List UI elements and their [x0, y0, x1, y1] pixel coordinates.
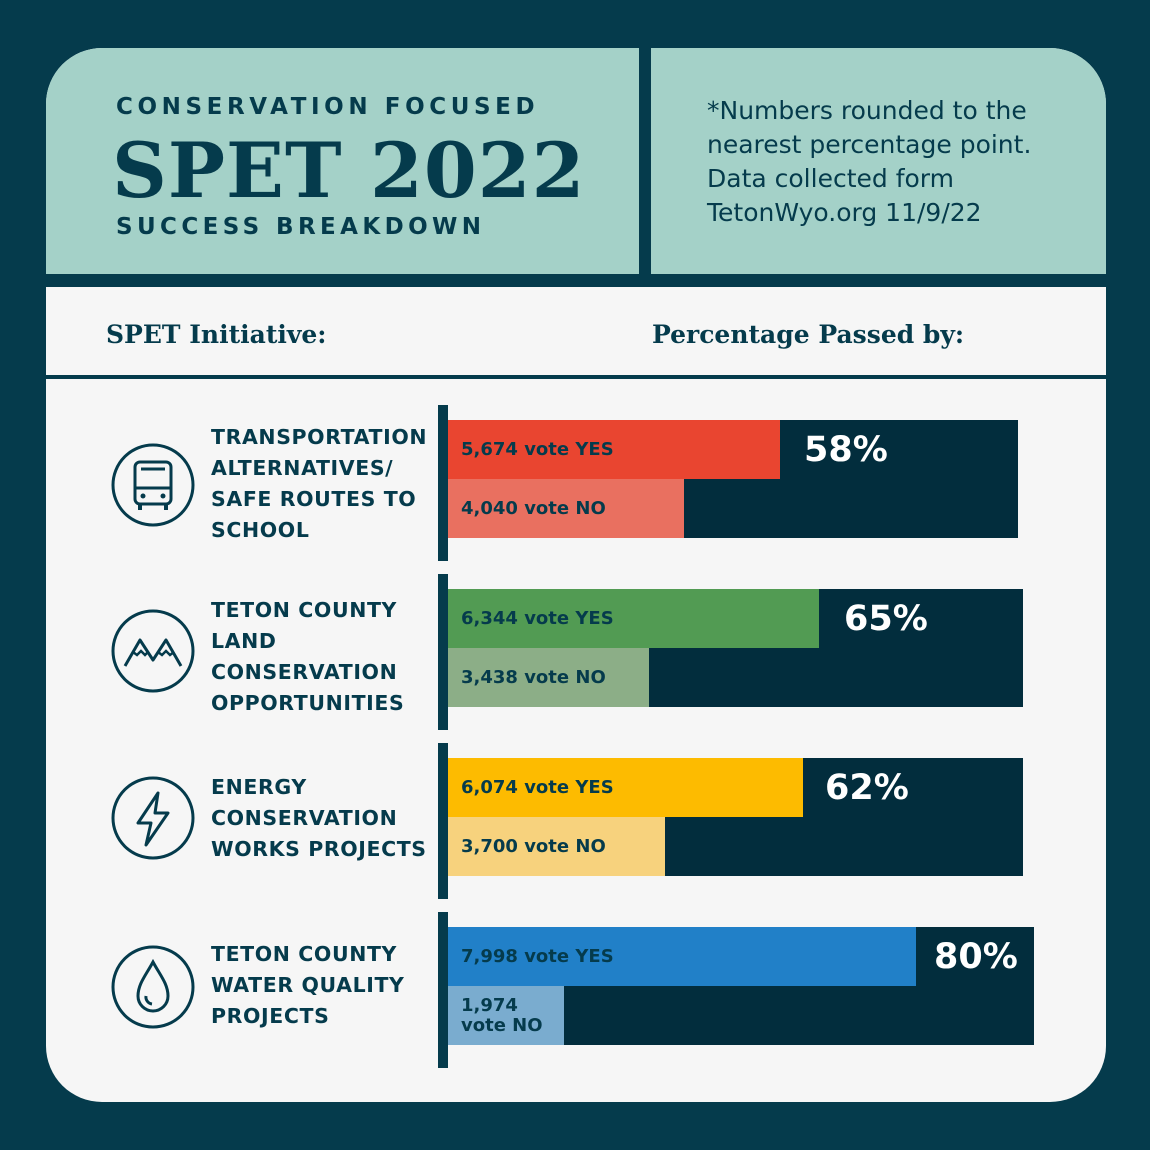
percentage-label: 62% [825, 768, 909, 808]
initiative-label-line: WATER QUALITY [211, 973, 405, 997]
initiative-label: TRANSPORTATION ALTERNATIVES/SAFE ROUTES T… [211, 422, 427, 546]
initiative-label-line: TETON COUNTY [211, 942, 397, 966]
bus-icon [111, 443, 195, 527]
initiative-label-line: SAFE ROUTES TO [211, 487, 417, 511]
initiative-label-line: LAND [211, 629, 277, 653]
yes-vote-bar: 5,674 vote YES [448, 420, 780, 479]
initiative-label: TETON COUNTY WATER QUALITY PROJECTS [211, 939, 405, 1032]
percentage-label: 65% [844, 599, 928, 639]
yes-vote-bar: 6,074 vote YES [448, 758, 803, 817]
no-vote-bar: 3,438 vote NO [448, 648, 649, 707]
title-kicker: CONSERVATION FOCUSED [116, 94, 540, 120]
percentage-column-heading: Percentage Passed by: [652, 320, 965, 349]
bar-axis [438, 574, 448, 730]
initiative-column-heading: SPET Initiative: [106, 320, 327, 349]
header-bottom-divider [46, 274, 1106, 287]
yes-vote-label: 6,344 vote YES [461, 607, 614, 629]
no-vote-bar: 3,700 vote NO [448, 817, 665, 876]
initiative-label-line: TETON COUNTY [211, 598, 397, 622]
initiative-label-line: PROJECTS [211, 1004, 330, 1028]
yes-vote-bar: 6,344 vote YES [448, 589, 819, 648]
initiative-label-line: CONSERVATION [211, 806, 398, 830]
yes-vote-label: 5,674 vote YES [461, 438, 614, 460]
subtitle: SUCCESS BREAKDOWN [116, 214, 486, 240]
no-vote-bar: 4,040 vote NO [448, 479, 684, 538]
source-note: *Numbers rounded to the nearest percenta… [707, 96, 1032, 227]
bar-axis [438, 405, 448, 561]
header-divider [639, 48, 651, 274]
initiative-label-line: SCHOOL [211, 518, 310, 542]
initiative-label-line: TRANSPORTATION [211, 425, 428, 449]
title: SPET 2022 [112, 126, 586, 215]
no-vote-label: 1,974 vote NO [461, 994, 543, 1036]
yes-vote-label: 7,998 vote YES [461, 945, 614, 967]
initiative-label-line: ALTERNATIVES/ [211, 456, 394, 480]
mountain-icon [111, 609, 195, 693]
percentage-label: 58% [804, 430, 888, 470]
column-heading-divider [46, 375, 1106, 379]
initiative-label: TETON COUNTY LAND CONSERVATION OPPORTUNITIE… [211, 595, 404, 719]
initiative-label-line: WORKS PROJECTS [211, 837, 427, 861]
initiative-label-line: CONSERVATION [211, 660, 398, 684]
yes-vote-label: 6,074 vote YES [461, 776, 614, 798]
no-vote-label: 4,040 vote NO [461, 497, 606, 519]
yes-vote-bar: 7,998 vote YES [448, 927, 916, 986]
infographic-card: CONSERVATION FOCUSED SPET 2022 SUCCESS B… [46, 48, 1106, 1102]
initiative-label: ENERGY CONSERVATION WORKS PROJECTS [211, 772, 427, 865]
initiative-label-line: ENERGY [211, 775, 307, 799]
note-panel: *Numbers rounded to the nearest percenta… [651, 48, 1106, 274]
no-vote-bar: 1,974 vote NO [448, 986, 564, 1045]
bar-axis [438, 743, 448, 899]
water-drop-icon [111, 945, 195, 1029]
no-vote-label: 3,700 vote NO [461, 835, 606, 857]
lightning-icon [111, 776, 195, 860]
bar-axis [438, 912, 448, 1068]
title-panel: CONSERVATION FOCUSED SPET 2022 SUCCESS B… [46, 48, 639, 274]
no-vote-label: 3,438 vote NO [461, 666, 606, 688]
initiative-label-line: OPPORTUNITIES [211, 691, 405, 715]
percentage-label: 80% [934, 937, 1018, 977]
